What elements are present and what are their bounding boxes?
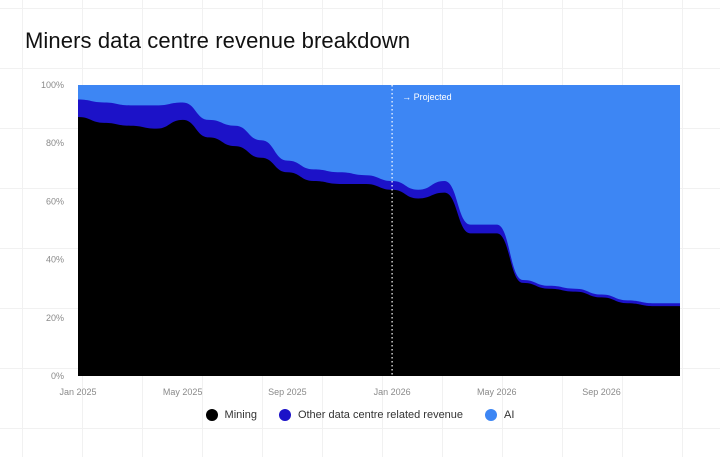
chart-title: Miners data centre revenue breakdown [25, 28, 411, 53]
x-tick-label: Sep 2025 [268, 387, 307, 397]
x-tick-label: May 2025 [163, 387, 203, 397]
chart-legend: Mining Other data centre related revenue A… [0, 409, 720, 421]
legend-item-other-data-centre-related-revenue: Other data centre related revenue [278, 409, 464, 421]
legend-label: Mining [224, 409, 257, 421]
legend-swatch [278, 409, 291, 421]
y-tick-label: 80% [46, 138, 64, 148]
legend-label: AI [504, 409, 515, 421]
y-tick-label: 100% [41, 80, 64, 90]
y-tick-label: 20% [46, 313, 64, 323]
y-tick-label: 40% [46, 255, 64, 265]
projected-label: → Projected [402, 92, 452, 102]
x-tick-label: May 2026 [477, 387, 517, 397]
legend-label: Other data centre related revenue [297, 409, 464, 421]
y-tick-label: 60% [46, 196, 64, 206]
area-mining [78, 117, 680, 376]
x-tick-label: Jan 2025 [59, 387, 96, 397]
y-tick-label: 0% [51, 371, 64, 381]
x-tick-label: Jan 2026 [374, 387, 411, 397]
legend-swatch [205, 409, 218, 421]
legend-swatch [485, 409, 498, 421]
legend-item-mining: Mining [205, 409, 257, 421]
x-tick-label: Sep 2026 [582, 387, 621, 397]
legend-item-ai: AI [485, 409, 514, 421]
